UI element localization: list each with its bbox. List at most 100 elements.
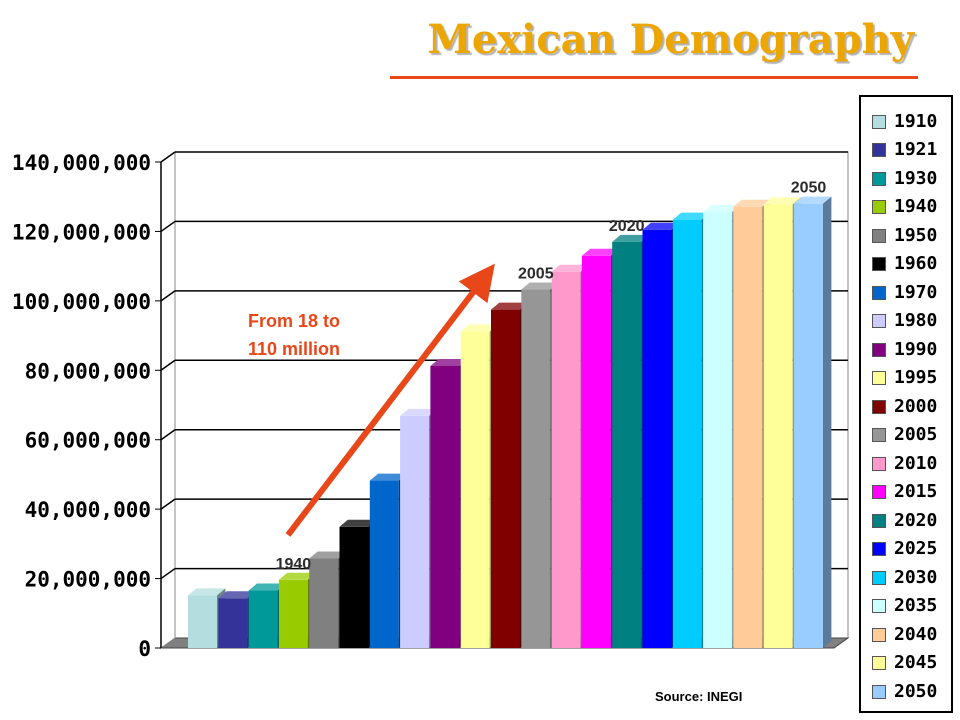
bar-label-2005: 2005 bbox=[518, 266, 554, 283]
legend-label: 1910 bbox=[894, 111, 938, 132]
bars bbox=[188, 196, 832, 649]
bar-front bbox=[400, 415, 430, 648]
y-axis: 0 20,000,000 40,000,000 60,000,000 80,000,00… bbox=[12, 151, 162, 661]
legend-label: 2015 bbox=[894, 481, 938, 503]
legend-swatch bbox=[872, 143, 886, 158]
bar-front bbox=[763, 204, 793, 648]
bar-top bbox=[672, 212, 711, 220]
bar-top bbox=[460, 324, 499, 332]
legend-item-1930: 1930 bbox=[872, 164, 937, 194]
legend-swatch bbox=[872, 656, 886, 671]
bar-front bbox=[309, 558, 339, 648]
y-tick-label: 0 bbox=[138, 637, 151, 661]
legend-swatch bbox=[872, 627, 886, 642]
legend-swatch bbox=[872, 456, 886, 471]
legend-item-1990: 1990 bbox=[872, 335, 937, 365]
legend-item-1940: 1940 bbox=[872, 192, 937, 222]
y-tick-label: 40,000,000 bbox=[25, 498, 151, 522]
legend-label: 1950 bbox=[894, 224, 938, 246]
bar-label-2050: 2050 bbox=[791, 180, 827, 197]
gridline-side bbox=[160, 359, 176, 371]
bar-top bbox=[218, 591, 256, 599]
bar-front bbox=[612, 241, 642, 649]
bar-top bbox=[703, 204, 741, 212]
gridline-side bbox=[160, 567, 176, 580]
legend-swatch bbox=[872, 513, 886, 528]
legend-label: 2025 bbox=[894, 538, 938, 560]
bar-front bbox=[521, 289, 551, 648]
bar-top bbox=[642, 222, 680, 230]
bar-front bbox=[794, 203, 823, 648]
gridline-side bbox=[160, 290, 176, 302]
bar-top bbox=[188, 588, 226, 596]
bar-front bbox=[278, 579, 308, 648]
bar-front bbox=[551, 271, 581, 648]
bar-labels: 1940 2005 2020 2050 bbox=[276, 180, 827, 573]
legend-swatch bbox=[872, 171, 886, 186]
legend-label: 1970 bbox=[894, 281, 938, 303]
bar-top bbox=[369, 473, 408, 481]
y-tick-label: 80,000,000 bbox=[25, 359, 151, 383]
legend-item-1910: 1910 bbox=[872, 107, 937, 137]
bar-2050 bbox=[794, 196, 832, 648]
gridline-side bbox=[160, 498, 176, 510]
legend: 1910 1921 1930 1940 1950 1960 1970 1980 1990 1995… bbox=[859, 95, 953, 713]
bar-top bbox=[248, 583, 286, 591]
bar-front bbox=[703, 211, 733, 648]
growth-arrow bbox=[285, 263, 495, 537]
legend-item-2015: 2015 bbox=[872, 477, 937, 507]
legend-item-1960: 1960 bbox=[872, 249, 937, 279]
legend-swatch bbox=[872, 228, 886, 243]
bar-front bbox=[188, 595, 217, 648]
legend-label: 2030 bbox=[894, 566, 938, 588]
bar-top bbox=[400, 408, 438, 416]
bar-top bbox=[278, 572, 317, 580]
legend-label: 1921 bbox=[894, 139, 938, 161]
bar-front bbox=[642, 229, 672, 648]
legend-swatch bbox=[872, 285, 886, 300]
title-underline bbox=[390, 76, 918, 79]
bar-front bbox=[733, 206, 763, 648]
bar-top bbox=[794, 196, 832, 204]
legend-label: 2005 bbox=[894, 424, 938, 446]
bar-1980 bbox=[400, 408, 438, 648]
legend-swatch bbox=[872, 342, 886, 357]
legend-swatch bbox=[872, 200, 886, 215]
legend-label: 2010 bbox=[894, 452, 938, 474]
gridline-side bbox=[160, 429, 176, 441]
legend-item-2010: 2010 bbox=[872, 449, 937, 479]
y-tick-label: 120,000,000 bbox=[12, 220, 151, 244]
gridline-side bbox=[160, 220, 176, 233]
bar-front bbox=[339, 526, 369, 648]
y-tick-label: 60,000,000 bbox=[25, 429, 151, 453]
legend-item-2040: 2040 bbox=[872, 620, 937, 650]
y-tick-label: 100,000,000 bbox=[12, 290, 151, 314]
legend-item-2030: 2030 bbox=[872, 563, 937, 593]
bar-top bbox=[612, 234, 650, 242]
legend-swatch bbox=[872, 570, 886, 585]
bar-front bbox=[369, 480, 399, 648]
bar-top bbox=[763, 197, 802, 205]
legend-label: 1995 bbox=[894, 367, 938, 389]
legend-item-2035: 2035 bbox=[872, 591, 937, 621]
bar-top bbox=[491, 302, 529, 310]
legend-label: 1940 bbox=[894, 196, 938, 218]
legend-swatch bbox=[872, 428, 886, 443]
bar-top bbox=[339, 519, 377, 527]
legend-label: 2000 bbox=[894, 395, 938, 417]
bar-top bbox=[309, 551, 347, 559]
legend-item-1921: 1921 bbox=[872, 135, 937, 165]
legend-swatch bbox=[872, 485, 886, 500]
legend-item-2025: 2025 bbox=[872, 534, 937, 564]
gridline-side bbox=[160, 151, 176, 163]
arrow-text-line1: From 18 to bbox=[248, 311, 340, 331]
legend-swatch bbox=[872, 399, 886, 414]
bar-front bbox=[581, 255, 611, 648]
legend-swatch bbox=[872, 684, 886, 699]
legend-item-2020: 2020 bbox=[872, 506, 937, 536]
bar-front bbox=[491, 309, 520, 648]
bar-label-1940: 1940 bbox=[276, 556, 312, 573]
legend-swatch bbox=[872, 115, 886, 129]
legend-label: 1980 bbox=[894, 310, 938, 332]
